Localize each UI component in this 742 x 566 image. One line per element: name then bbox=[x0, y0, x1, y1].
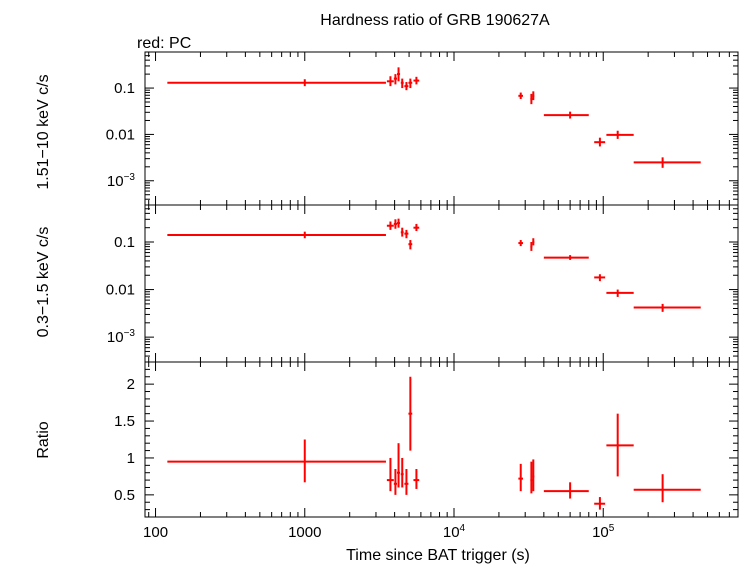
data-point bbox=[606, 289, 634, 297]
data-point bbox=[413, 469, 420, 489]
data-point bbox=[543, 482, 589, 499]
y-tick-label: 10−3 bbox=[107, 328, 136, 346]
y-tick-label: 0.1 bbox=[114, 80, 135, 97]
y-axis-label-2: 0.3−1.5 keV c/s bbox=[35, 227, 52, 338]
data-point bbox=[594, 497, 606, 510]
data-point bbox=[386, 221, 394, 230]
chart-title: Hardness ratio of GRB 190627A bbox=[320, 12, 550, 29]
data-point bbox=[386, 76, 394, 87]
data-point bbox=[532, 91, 535, 101]
data-point bbox=[543, 255, 589, 260]
data-point bbox=[408, 376, 413, 451]
data-point bbox=[530, 93, 533, 105]
data-point bbox=[408, 78, 413, 89]
x-axis-label: Time since BAT trigger (s) bbox=[346, 547, 530, 564]
data-point bbox=[606, 413, 634, 477]
data-point bbox=[167, 79, 386, 87]
data-point bbox=[167, 439, 386, 483]
data-point bbox=[404, 229, 409, 239]
data-point bbox=[594, 274, 606, 282]
data-point bbox=[393, 74, 397, 85]
y-tick-label: 0.01 bbox=[106, 282, 135, 299]
panel-frame bbox=[144, 361, 739, 518]
data-point bbox=[606, 130, 634, 139]
data-point bbox=[594, 137, 606, 147]
data-point bbox=[633, 157, 701, 168]
data-point bbox=[393, 469, 397, 495]
data-point bbox=[408, 240, 413, 250]
data-point bbox=[386, 457, 394, 492]
x-tick-label: 100 bbox=[143, 524, 168, 541]
data-point bbox=[413, 223, 420, 232]
x-tick-label: 105 bbox=[592, 523, 615, 541]
data-point bbox=[518, 463, 524, 492]
y-tick-label: 10−3 bbox=[107, 172, 136, 190]
y-tick-label: 0.5 bbox=[114, 487, 135, 504]
data-point bbox=[396, 218, 401, 228]
panels: 0.1 0.01 10−3 1.51−10 keV c/s 0.1 0.01 10−3 0.3… bbox=[35, 51, 739, 541]
data-point bbox=[543, 111, 589, 119]
y-tick-label: 0.01 bbox=[106, 126, 135, 143]
data-point bbox=[400, 78, 404, 89]
data-point bbox=[532, 459, 535, 492]
data-point bbox=[530, 461, 533, 494]
panel-frame bbox=[144, 51, 739, 206]
data-point bbox=[633, 303, 701, 312]
data-point bbox=[396, 67, 401, 82]
data-point bbox=[518, 92, 524, 100]
data-point bbox=[167, 231, 386, 239]
x-tick-label: 1000 bbox=[288, 524, 321, 541]
panel-2: 0.1 0.01 10−3 0.3−1.5 keV c/s bbox=[35, 204, 739, 363]
data-point bbox=[400, 457, 404, 488]
data-point bbox=[633, 474, 701, 503]
data-point bbox=[413, 76, 420, 85]
panel-3: 0.5 1 1.5 2 Ratio 100 1000 104 105 bbox=[35, 361, 739, 541]
data-point bbox=[393, 219, 397, 229]
data-point bbox=[396, 443, 401, 488]
data-point bbox=[404, 469, 409, 495]
data-point bbox=[400, 227, 404, 237]
data-point bbox=[404, 82, 409, 91]
data-point bbox=[532, 238, 535, 246]
y-tick-label: 0.1 bbox=[114, 234, 135, 251]
y-tick-label: 1.5 bbox=[114, 413, 135, 430]
y-tick-label: 1 bbox=[127, 450, 135, 467]
y-tick-label: 2 bbox=[127, 376, 135, 393]
x-tick-label: 104 bbox=[443, 523, 466, 541]
panel-1: 0.1 0.01 10−3 1.51−10 keV c/s bbox=[35, 51, 739, 206]
chart-subtitle: red: PC bbox=[137, 35, 191, 52]
data-point bbox=[530, 242, 533, 251]
y-axis-label-1: 1.51−10 keV c/s bbox=[35, 74, 52, 189]
panel-frame bbox=[144, 204, 739, 363]
y-axis-label-3: Ratio bbox=[35, 421, 52, 458]
data-point bbox=[518, 240, 524, 247]
